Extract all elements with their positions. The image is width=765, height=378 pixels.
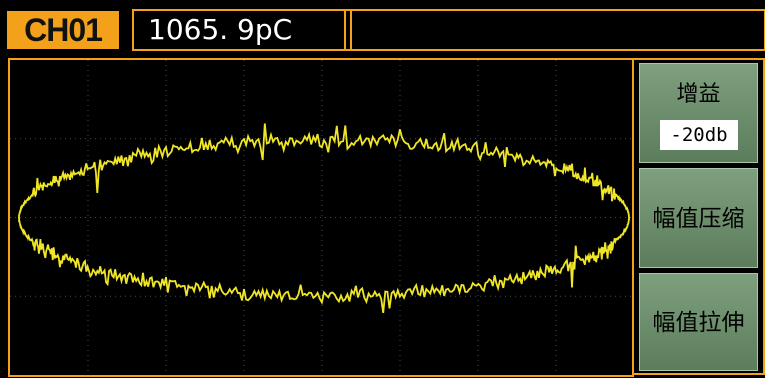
gain-value: -20db	[660, 120, 738, 150]
channel-label: CH01	[7, 11, 119, 49]
amplitude-compress-button[interactable]: 幅值压缩	[639, 168, 758, 268]
waveform-display	[8, 58, 634, 377]
measurement-readout: 1065. 9pC	[132, 9, 352, 51]
waveform-canvas	[10, 60, 634, 375]
gain-button[interactable]: 增益 -20db	[639, 63, 758, 163]
side-menu: 增益 -20db 幅值压缩 幅值拉伸	[632, 58, 765, 375]
header-status-bar	[344, 9, 765, 51]
gain-label: 增益	[676, 82, 721, 107]
grid	[10, 60, 634, 375]
waveform-trace	[18, 123, 630, 314]
amplitude-stretch-button[interactable]: 幅值拉伸	[639, 273, 758, 371]
